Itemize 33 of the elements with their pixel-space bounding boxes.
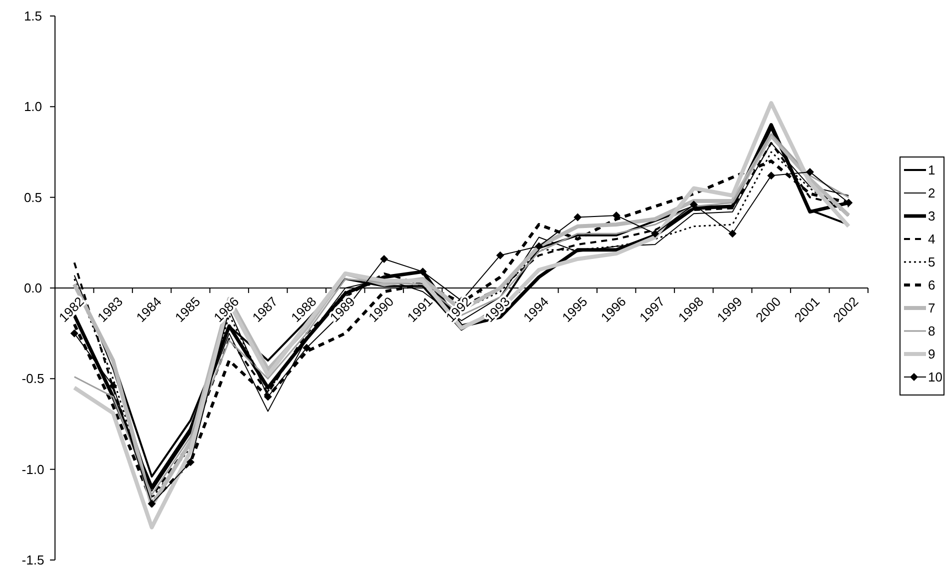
point [728, 230, 736, 238]
point [574, 213, 582, 222]
y-tick-label: 0.5 [24, 190, 42, 205]
point [302, 344, 311, 352]
point [767, 172, 776, 180]
legend-label: 6 [928, 278, 936, 293]
legend-label: 4 [928, 232, 936, 247]
legend-label: 8 [928, 324, 936, 339]
y-tick-label: -0.5 [22, 371, 44, 386]
point [70, 329, 78, 338]
y-tick-label: 0.0 [24, 280, 42, 296]
point [109, 382, 118, 390]
legend-label: 10 [928, 370, 942, 385]
legend-label: 3 [928, 208, 936, 224]
legend-label: 7 [928, 300, 936, 316]
point [806, 168, 814, 176]
y-tick-label: 1.5 [24, 8, 42, 24]
point [380, 254, 388, 263]
y-tick-label: -1.0 [22, 462, 44, 477]
y-tick-label: -1.5 [22, 552, 44, 568]
legend-label: 1 [928, 162, 936, 178]
point [534, 242, 543, 250]
y-tick-label: 1.0 [24, 99, 42, 114]
point [148, 500, 156, 508]
point [651, 230, 660, 238]
point [264, 392, 272, 401]
legend-label: 2 [928, 186, 936, 201]
point [496, 251, 504, 260]
point [612, 211, 620, 220]
legend-label: 5 [928, 254, 936, 270]
legend-label: 9 [928, 346, 936, 362]
point [690, 200, 698, 209]
point [186, 458, 194, 466]
